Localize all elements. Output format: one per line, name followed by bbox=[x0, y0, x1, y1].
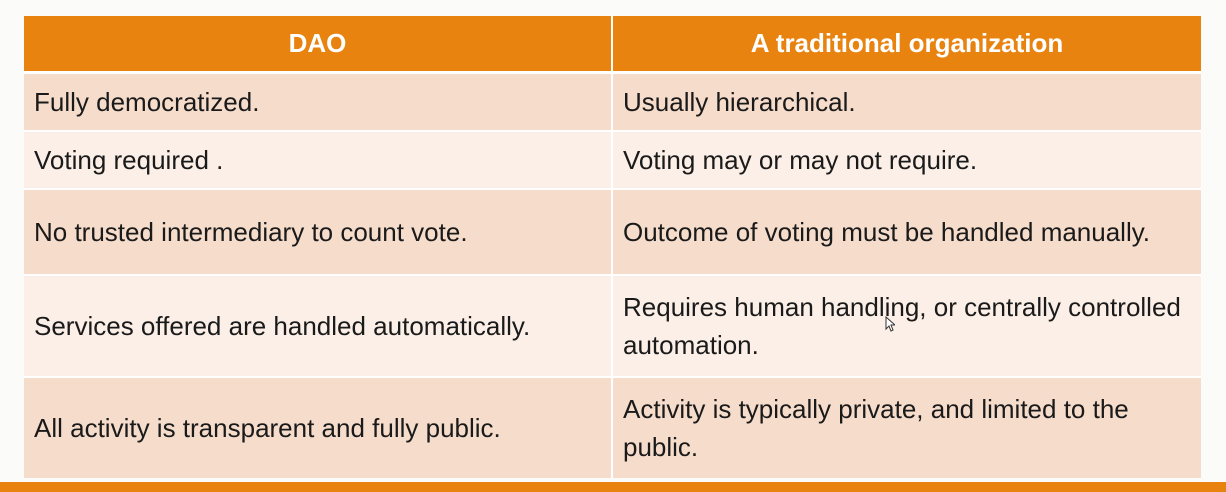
comparison-table: DAO A traditional organization Fully dem… bbox=[24, 16, 1201, 478]
table-row: All activity is transparent and fully pu… bbox=[24, 376, 1201, 478]
bottom-accent-bar bbox=[0, 482, 1226, 492]
traditional-cell: Outcome of voting must be handled manual… bbox=[611, 188, 1201, 275]
table-row: Services offered are handled automatical… bbox=[24, 274, 1201, 377]
dao-cell: Fully democratized. bbox=[24, 71, 612, 131]
traditional-cell: Activity is typically private, and limit… bbox=[611, 376, 1201, 478]
header-dao: DAO bbox=[24, 16, 612, 74]
header-traditional-organization: A traditional organization bbox=[611, 16, 1201, 74]
comparison-table-container: DAO A traditional organization Fully dem… bbox=[24, 16, 1201, 478]
dao-cell: Services offered are handled automatical… bbox=[24, 274, 612, 377]
table-header-row: DAO A traditional organization bbox=[24, 16, 1201, 74]
dao-cell: Voting required . bbox=[24, 130, 612, 189]
traditional-cell: Requires human handling, or centrally co… bbox=[611, 274, 1201, 377]
mouse-pointer-icon bbox=[885, 316, 895, 332]
dao-cell: All activity is transparent and fully pu… bbox=[24, 376, 612, 478]
traditional-cell: Usually hierarchical. bbox=[611, 71, 1201, 131]
dao-cell: No trusted intermediary to count vote. bbox=[24, 188, 612, 275]
traditional-cell: Voting may or may not require. bbox=[611, 130, 1201, 189]
table-row: No trusted intermediary to count vote. O… bbox=[24, 188, 1201, 275]
table-row: Voting required . Voting may or may not … bbox=[24, 130, 1201, 189]
table-row: Fully democratized. Usually hierarchical… bbox=[24, 71, 1201, 131]
